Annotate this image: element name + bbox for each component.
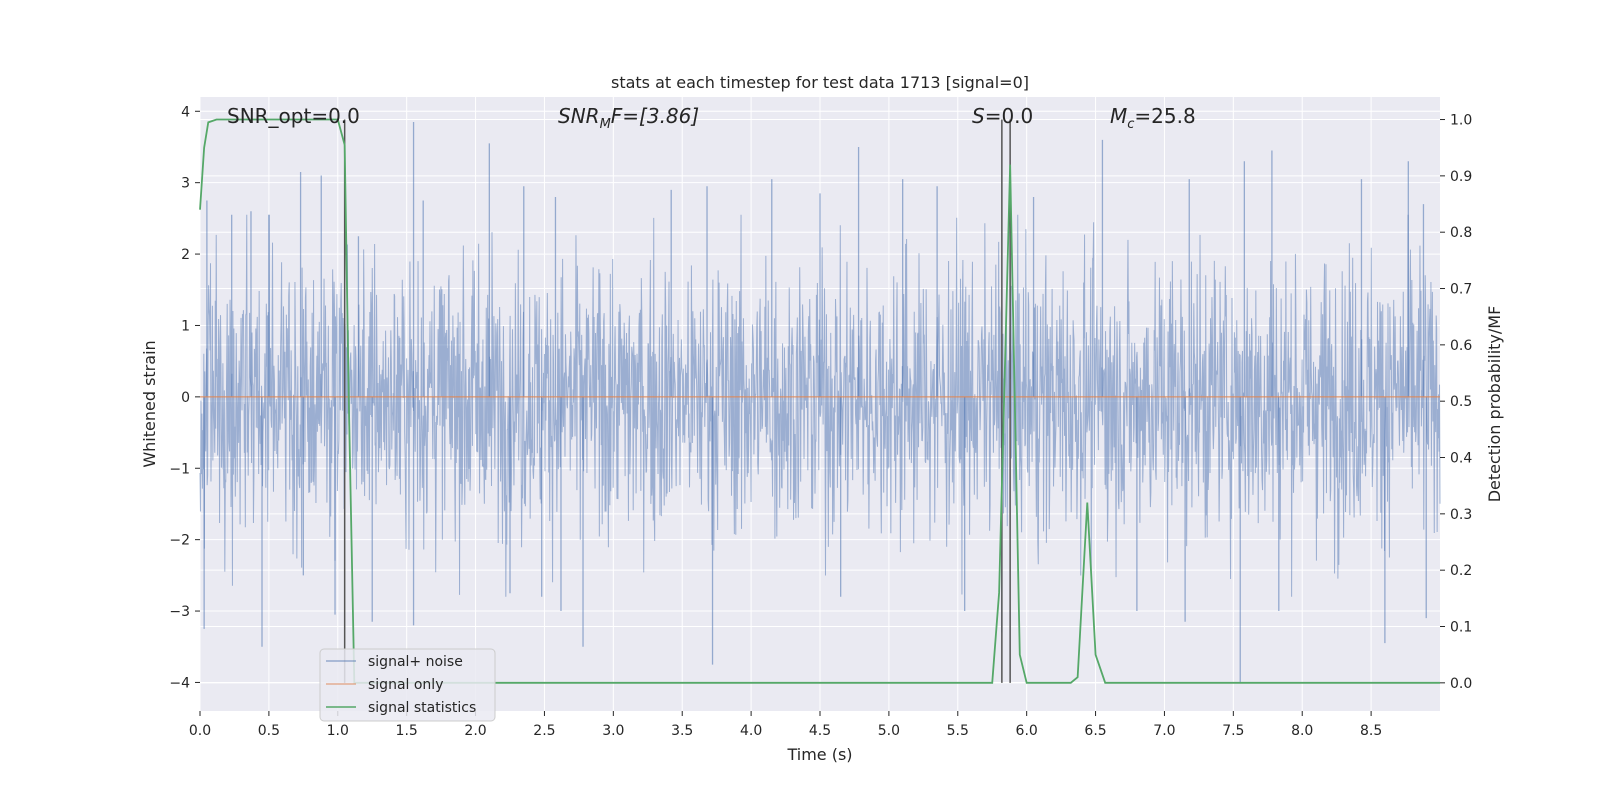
y-tick-label: 4 bbox=[181, 104, 190, 120]
x-tick-label: 1.5 bbox=[396, 723, 418, 739]
vertical-lines bbox=[343, 119, 1011, 683]
y-tick-label: 3 bbox=[181, 176, 190, 192]
x-tick-label: 7.0 bbox=[1153, 723, 1175, 739]
y-right-tick-label: 1.0 bbox=[1450, 113, 1472, 129]
x-tick-label: 3.0 bbox=[602, 723, 624, 739]
x-tick-label: 0.0 bbox=[189, 723, 211, 739]
y-tick-label: 2 bbox=[181, 247, 190, 263]
annotation-snr-opt: SNR_opt=0.0 bbox=[227, 104, 360, 128]
y-right-tick-label: 0.2 bbox=[1450, 563, 1472, 579]
y-tick-label: −3 bbox=[169, 604, 190, 620]
annotation-s: S=0.0 bbox=[972, 104, 1033, 128]
y-axis-ticks: −4 −3 −2 −1 0 1 2 3 4 bbox=[169, 104, 200, 691]
x-tick-label: 6.0 bbox=[1016, 723, 1038, 739]
annotation-snr-mf-suffix: F=[3.86] bbox=[611, 104, 699, 128]
legend-label-signal-noise: signal+ noise bbox=[368, 654, 463, 670]
legend-label-signal-only: signal only bbox=[368, 677, 443, 693]
x-tick-label: 5.5 bbox=[947, 723, 969, 739]
x-tick-label: 2.5 bbox=[533, 723, 555, 739]
y-right-tick-label: 0.7 bbox=[1450, 282, 1472, 298]
y-right-tick-label: 0.8 bbox=[1450, 225, 1472, 241]
annotation-mc: Mc=25.8 bbox=[1110, 104, 1196, 132]
y-right-tick-label: 0.6 bbox=[1450, 338, 1472, 354]
y-right-tick-label: 0.0 bbox=[1450, 676, 1472, 692]
annotation-s-label: S bbox=[972, 104, 985, 128]
noise-trace bbox=[199, 214, 1441, 597]
y-tick-label: −2 bbox=[169, 533, 190, 549]
signal-statistics-line bbox=[199, 118, 1440, 684]
series-signal-noise bbox=[199, 121, 1441, 683]
y-right-tick-label: 0.5 bbox=[1450, 394, 1472, 410]
x-axis-label: Time (s) bbox=[786, 745, 852, 764]
x-tick-label: 2.0 bbox=[464, 723, 486, 739]
annotation-snr-mf: SNRMF=[3.86] bbox=[558, 104, 699, 132]
y-right-tick-label: 0.3 bbox=[1450, 507, 1472, 523]
legend-box bbox=[319, 648, 496, 722]
y-tick-label: −4 bbox=[169, 675, 190, 691]
x-tick-label: 7.5 bbox=[1222, 723, 1244, 739]
chart-title: stats at each timestep for test data 171… bbox=[611, 73, 1029, 92]
x-tick-label: 4.5 bbox=[809, 723, 831, 739]
annotation-snr-mf-prefix: SNR bbox=[558, 104, 600, 128]
x-tick-label: 6.5 bbox=[1084, 723, 1106, 739]
y-right-axis-ticks: 0.0 0.1 0.2 0.3 0.4 0.5 0.6 0.7 0.8 0.9 1.0 bbox=[1440, 113, 1472, 692]
annotation-s-value: =0.0 bbox=[985, 104, 1034, 128]
legend-label-signal-statistics: signal statistics bbox=[368, 700, 476, 716]
series-signal-statistics bbox=[199, 118, 1440, 684]
x-tick-label: 0.5 bbox=[258, 723, 280, 739]
x-axis-ticks: 0.0 0.5 1.0 1.5 2.0 2.5 3.0 3.5 4.0 4.5 5.0 5.5 6.0 6… bbox=[189, 711, 1382, 739]
y-right-tick-label: 0.9 bbox=[1450, 169, 1472, 185]
x-tick-label: 4.0 bbox=[740, 723, 762, 739]
y-tick-label: 1 bbox=[181, 318, 190, 334]
x-tick-label: 8.5 bbox=[1360, 723, 1382, 739]
annotation-snr-mf-sub: M bbox=[600, 117, 611, 132]
y-right-axis-label: Detection probability/MF bbox=[1485, 306, 1504, 503]
annotation-mc-label: M bbox=[1110, 104, 1127, 128]
x-tick-label: 1.0 bbox=[327, 723, 349, 739]
y-right-tick-label: 0.4 bbox=[1450, 451, 1472, 467]
y-tick-label: 0 bbox=[181, 390, 190, 406]
y-axis-label: Whitened strain bbox=[140, 340, 159, 467]
y-right-tick-label: 0.1 bbox=[1450, 620, 1472, 636]
annotation-mc-value: =25.8 bbox=[1134, 104, 1195, 128]
annotation-mc-sub: c bbox=[1127, 117, 1134, 132]
x-tick-label: 8.0 bbox=[1291, 723, 1313, 739]
x-tick-label: 3.5 bbox=[671, 723, 693, 739]
y-tick-label: −1 bbox=[169, 461, 190, 477]
legend: signal+ noise signal only signal statist… bbox=[319, 648, 496, 722]
x-tick-label: 5.0 bbox=[878, 723, 900, 739]
